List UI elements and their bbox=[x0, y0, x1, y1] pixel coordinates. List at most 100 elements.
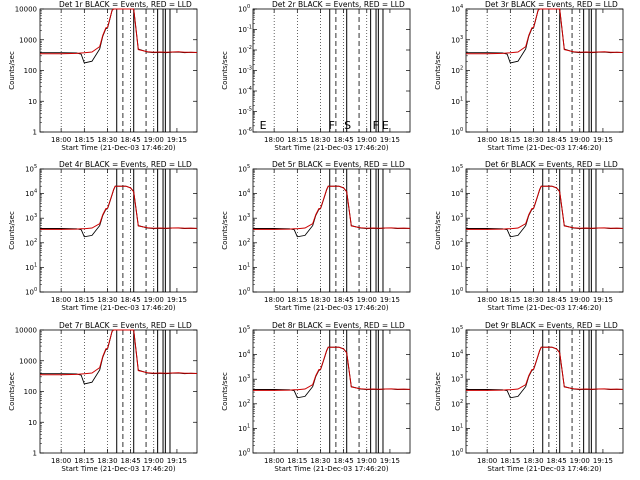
y-tick-exponent: 5 bbox=[247, 164, 250, 170]
x-axis-label: Start Time (21-Dec-03 17:46:20) bbox=[274, 144, 388, 152]
y-tick-exponent: 1 bbox=[460, 423, 463, 429]
panel-title: Det 9r BLACK = Events, RED = LLD bbox=[485, 321, 618, 330]
x-tick-label: 19:15 bbox=[593, 296, 613, 304]
y-tick-label: 10 bbox=[238, 425, 247, 433]
panel-title: Det 1r BLACK = Events, RED = LLD bbox=[59, 0, 192, 9]
x-tick-label: 19:15 bbox=[380, 296, 400, 304]
y-tick-label: 10 bbox=[451, 376, 460, 384]
y-tick-exponent: 3 bbox=[460, 35, 463, 41]
x-tick-label: 19:00 bbox=[357, 457, 377, 465]
x-axis-label: Start Time (21-Dec-03 17:46:20) bbox=[274, 304, 388, 312]
y-tick-label: 10 bbox=[28, 419, 37, 427]
panel-det-1: Det 1r BLACK = Events, RED = LLD 1 10 100 10… bbox=[8, 0, 198, 152]
y-tick-label: 10 bbox=[25, 289, 34, 297]
x-tick-label: 18:45 bbox=[121, 136, 141, 144]
plot-frame bbox=[465, 168, 624, 293]
y-tick-label: 10 bbox=[28, 98, 37, 106]
panel-title: Det 6r BLACK = Events, RED = LLD bbox=[485, 160, 618, 169]
lld-line bbox=[253, 346, 411, 391]
y-tick-exponent: 0 bbox=[460, 127, 463, 133]
y-tick-label: 10 bbox=[451, 425, 460, 433]
y-tick-label: 10 bbox=[25, 215, 34, 223]
x-tick-label: 19:00 bbox=[144, 296, 164, 304]
plot-frame bbox=[39, 168, 198, 293]
x-axis-label: Start Time (21-Dec-03 17:46:20) bbox=[274, 465, 388, 473]
x-axis-label: Start Time (21-Dec-03 17:46:20) bbox=[61, 465, 175, 473]
x-tick-label: 18:30 bbox=[97, 296, 117, 304]
plot-frame bbox=[252, 168, 411, 293]
y-tick-exponent: 3 bbox=[460, 213, 463, 219]
lld-line bbox=[40, 8, 198, 55]
y-axis-label: Counts/sec bbox=[221, 51, 229, 90]
y-tick-label: 10 bbox=[451, 67, 460, 75]
y-tick-label: 10 bbox=[238, 239, 247, 247]
y-tick-label: 100 bbox=[24, 67, 37, 75]
y-tick-label: 10 bbox=[25, 239, 34, 247]
y-tick-exponent: 2 bbox=[460, 66, 463, 72]
y-tick-label: 10 bbox=[25, 264, 34, 272]
y-tick-exponent: 2 bbox=[247, 238, 250, 244]
y-tick-exponent: 1 bbox=[34, 262, 37, 268]
x-tick-label: 19:00 bbox=[144, 136, 164, 144]
y-tick-exponent: 0 bbox=[247, 287, 250, 293]
panel-title: Det 2r BLACK = Events, RED = LLD bbox=[272, 0, 405, 9]
x-tick-label: 18:00 bbox=[477, 296, 497, 304]
y-tick-label: 10 bbox=[451, 215, 460, 223]
x-tick-label: 18:30 bbox=[310, 136, 330, 144]
y-tick-label: 10 bbox=[451, 239, 460, 247]
plot-frame bbox=[465, 329, 624, 454]
x-tick-label: 18:15 bbox=[287, 457, 307, 465]
y-tick-label: 10 bbox=[238, 215, 247, 223]
y-tick-exponent: 4 bbox=[247, 350, 250, 356]
y-tick-exponent: -6 bbox=[247, 127, 252, 133]
x-tick-label: 18:30 bbox=[310, 457, 330, 465]
y-axis-label: Counts/sec bbox=[434, 372, 442, 411]
y-tick-exponent: 4 bbox=[460, 4, 463, 10]
x-tick-label: 19:15 bbox=[167, 296, 187, 304]
y-tick-exponent: 3 bbox=[34, 213, 37, 219]
x-tick-label: 18:30 bbox=[97, 457, 117, 465]
x-tick-label: 18:15 bbox=[74, 296, 94, 304]
y-tick-exponent: 5 bbox=[460, 325, 463, 331]
y-tick-label: 10 bbox=[451, 351, 460, 359]
y-tick-exponent: 5 bbox=[34, 164, 37, 170]
y-tick-exponent: 1 bbox=[247, 262, 250, 268]
lld-line bbox=[466, 346, 624, 391]
x-tick-label: 19:15 bbox=[593, 457, 613, 465]
y-tick-exponent: 5 bbox=[247, 325, 250, 331]
y-tick-exponent: 0 bbox=[247, 4, 250, 10]
panel-title: Det 7r BLACK = Events, RED = LLD bbox=[59, 321, 192, 330]
y-axis-label: Counts/sec bbox=[8, 51, 16, 90]
x-tick-label: 18:00 bbox=[51, 296, 71, 304]
band-flag-F: F bbox=[329, 119, 335, 132]
y-tick-label: 10 bbox=[451, 166, 460, 174]
y-tick-label: 10 bbox=[25, 190, 34, 198]
x-tick-label: 18:45 bbox=[334, 296, 354, 304]
x-tick-label: 19:15 bbox=[380, 457, 400, 465]
x-tick-label: 19:00 bbox=[357, 136, 377, 144]
x-axis-label: Start Time (21-Dec-03 17:46:20) bbox=[487, 304, 601, 312]
x-tick-label: 18:30 bbox=[97, 136, 117, 144]
x-tick-label: 18:30 bbox=[310, 296, 330, 304]
lld-line bbox=[466, 185, 624, 230]
y-tick-label: 10 bbox=[451, 264, 460, 272]
x-tick-label: 18:00 bbox=[264, 296, 284, 304]
x-tick-label: 19:00 bbox=[570, 136, 590, 144]
y-tick-label: 10 bbox=[451, 450, 460, 458]
x-tick-label: 18:30 bbox=[523, 457, 543, 465]
y-axis-label: Counts/sec bbox=[8, 372, 16, 411]
x-tick-label: 18:45 bbox=[547, 457, 567, 465]
y-tick-exponent: 4 bbox=[460, 350, 463, 356]
y-tick-exponent: -3 bbox=[247, 66, 252, 72]
x-tick-label: 19:00 bbox=[357, 296, 377, 304]
x-tick-label: 18:45 bbox=[334, 457, 354, 465]
x-tick-label: 18:00 bbox=[477, 457, 497, 465]
lld-line bbox=[253, 185, 411, 230]
x-tick-label: 18:30 bbox=[523, 136, 543, 144]
